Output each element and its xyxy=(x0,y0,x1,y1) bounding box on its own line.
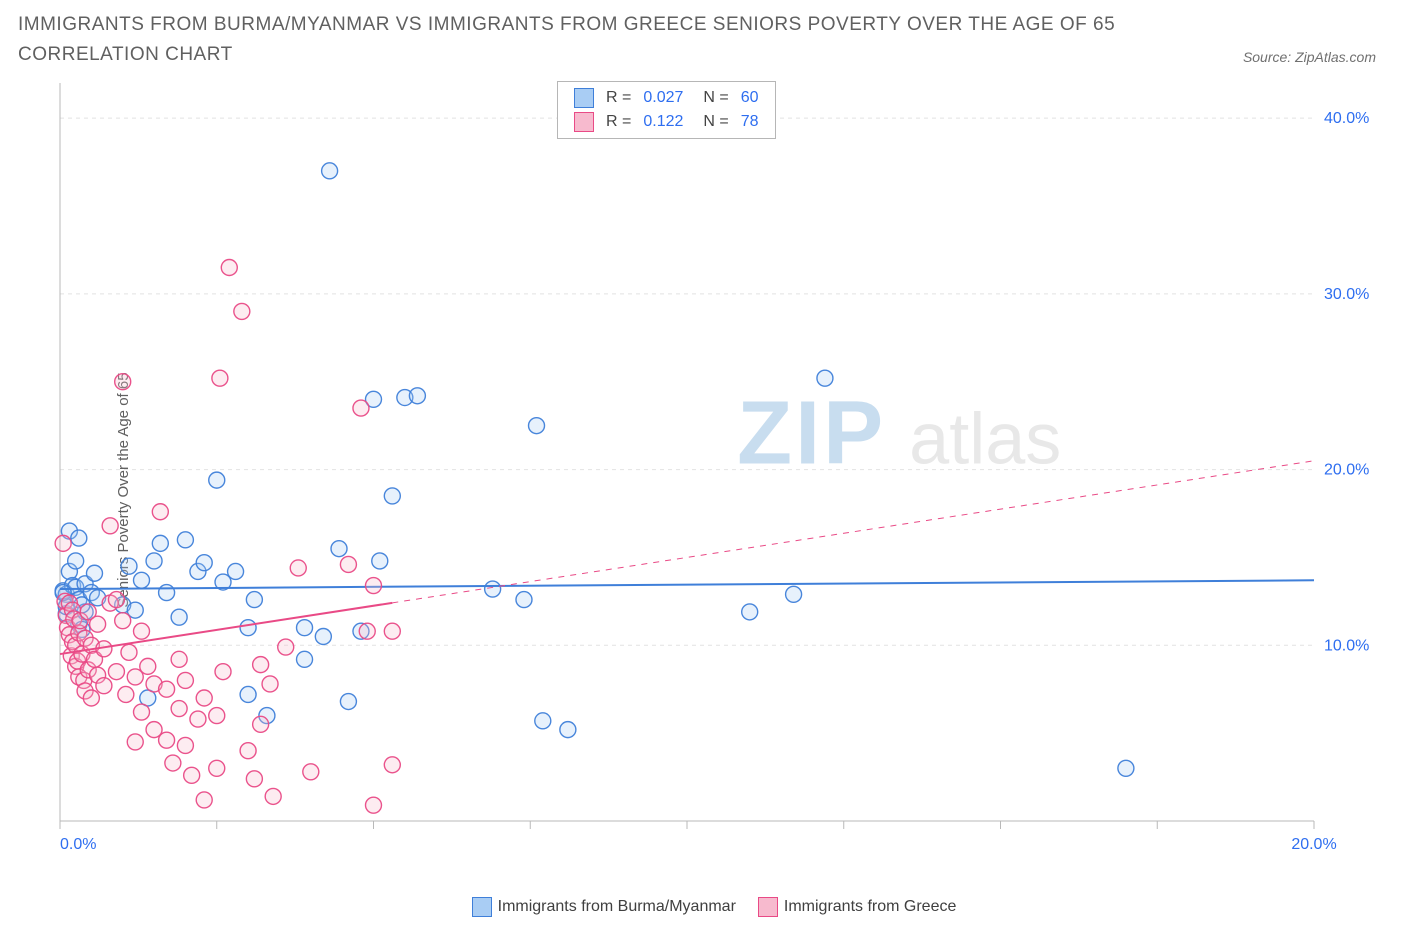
chart-area: Seniors Poverty Over the Age of 65 0.0%2… xyxy=(10,75,1396,905)
svg-text:10.0%: 10.0% xyxy=(1324,637,1369,654)
series-legend: Immigrants from Burma/MyanmarImmigrants … xyxy=(10,897,1396,917)
svg-text:0.0%: 0.0% xyxy=(60,836,96,853)
svg-text:20.0%: 20.0% xyxy=(1324,461,1369,478)
svg-text:ZIP: ZIP xyxy=(737,383,886,483)
svg-text:20.0%: 20.0% xyxy=(1291,836,1336,853)
svg-text:30.0%: 30.0% xyxy=(1324,286,1369,303)
svg-text:atlas: atlas xyxy=(909,399,1061,479)
svg-text:40.0%: 40.0% xyxy=(1324,110,1369,127)
chart-title: IMMIGRANTS FROM BURMA/MYANMAR VS IMMIGRA… xyxy=(18,10,1138,71)
source-attribution: Source: ZipAtlas.com xyxy=(1243,49,1376,71)
stats-legend-box: R =0.027N =60R =0.122N =78 xyxy=(557,81,776,139)
scatter-plot: 0.0% 20.0% 10.0% 20.0% 30.0% 40.0% ZIP atlas xyxy=(52,75,1382,865)
